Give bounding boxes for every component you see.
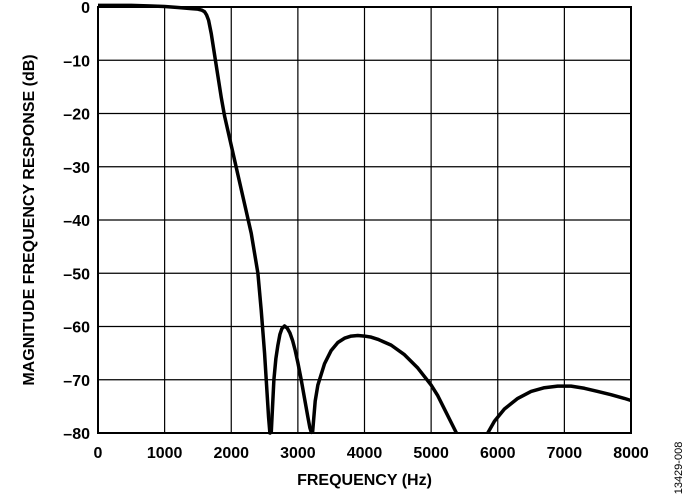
y-tick-label: –30 xyxy=(63,160,90,177)
x-tick-label: 6000 xyxy=(480,445,516,462)
x-axis-title: FREQUENCY (Hz) xyxy=(297,472,432,489)
response-curve-segment xyxy=(486,384,632,434)
y-tick-label: –60 xyxy=(63,320,90,337)
y-tick-label: –40 xyxy=(63,213,90,230)
grid-lines xyxy=(98,7,631,433)
response-curve-segment xyxy=(310,333,459,434)
x-tick-label: 7000 xyxy=(547,445,583,462)
x-tick-label: 4000 xyxy=(347,445,383,462)
x-tick-label: 8000 xyxy=(613,445,649,462)
y-tick-label: –20 xyxy=(63,107,90,124)
y-axis-ticks: 0 –10 –20 –30 –40 –50 –60 –70 –80 xyxy=(63,0,90,443)
x-tick-label: 2000 xyxy=(213,445,249,462)
series-group xyxy=(98,3,632,435)
y-tick-label: –50 xyxy=(63,266,90,283)
x-axis-ticks: 0 1000 2000 3000 4000 5000 6000 7000 8000 xyxy=(94,445,649,462)
plot-frame xyxy=(97,6,632,434)
x-tick-label: 0 xyxy=(94,445,103,462)
y-axis-title: MAGNITUDE FREQUENCY RESPONSE (dB) xyxy=(21,54,38,385)
x-tick-label: 1000 xyxy=(147,445,183,462)
y-tick-label: –10 xyxy=(63,53,90,70)
y-tick-label: –80 xyxy=(63,426,90,443)
y-tick-label: –70 xyxy=(63,373,90,390)
y-tick-label: 0 xyxy=(81,0,90,17)
x-tick-label: 3000 xyxy=(280,445,316,462)
response-curve-segment xyxy=(269,324,314,435)
x-tick-label: 5000 xyxy=(413,445,449,462)
response-curve-segment xyxy=(98,3,272,435)
figure-id: 13429-008 xyxy=(673,442,685,495)
